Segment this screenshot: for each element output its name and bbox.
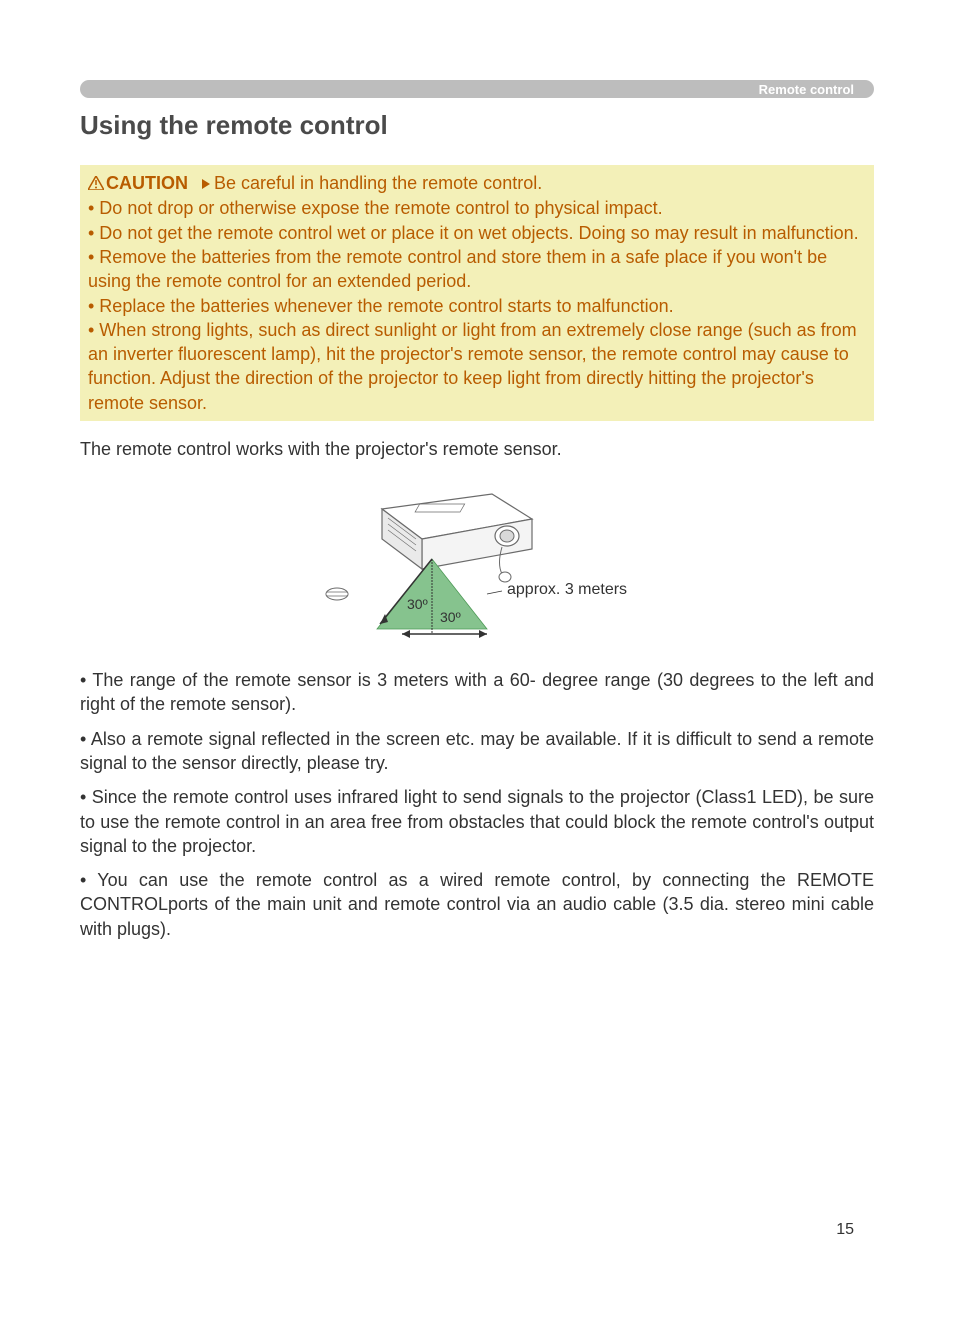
manual-page: Remote control Using the remote control … [0,0,954,1339]
play-arrow-icon [200,172,212,196]
remote-sensor-diagram: 30º 30º approx. 3 meters [302,474,652,654]
page-title: Using the remote control [80,110,874,141]
angle-left-label: 30º [407,596,428,612]
caution-label: CAUTION [106,173,188,193]
angle-right-label: 30º [440,609,461,625]
sensor-cone-icon [377,559,487,638]
body-paragraph: • Also a remote signal reflected in the … [80,727,874,776]
caution-lead: Be careful in handling the remote contro… [214,173,542,193]
caution-box: CAUTION Be careful in handling the remot… [80,165,874,421]
caution-bullet: • Do not get the remote control wet or p… [88,223,859,243]
caution-bullet: • When strong lights, such as direct sun… [88,320,857,413]
projector-icon [382,494,532,582]
remote-icon [326,588,348,600]
page-number: 15 [836,1221,854,1239]
caution-bullet: • Replace the batteries whenever the rem… [88,296,674,316]
header-bar: Remote control [80,80,874,98]
intro-text: The remote control works with the projec… [80,439,874,460]
warning-triangle-icon [88,172,104,196]
distance-label: approx. 3 meters [507,581,627,598]
caution-bullet: • Remove the batteries from the remote c… [88,247,827,291]
caution-bullet: • Do not drop or otherwise expose the re… [88,198,663,218]
body-paragraph: • You can use the remote control as a wi… [80,868,874,941]
body-paragraph: • The range of the remote sensor is 3 me… [80,668,874,717]
header-section-label: Remote control [759,82,854,97]
body-paragraph: • Since the remote control uses infrared… [80,785,874,858]
